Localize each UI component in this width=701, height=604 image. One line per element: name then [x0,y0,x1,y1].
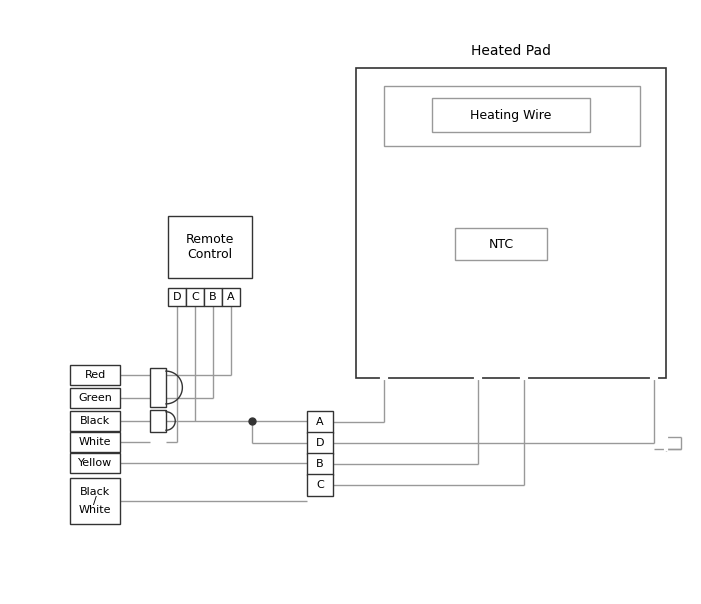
Bar [150,368,166,407]
Bar [455,228,547,260]
Bar [70,453,120,473]
Text: C: C [316,480,324,490]
Bar [307,432,333,454]
Bar [307,411,333,433]
Text: D: D [172,292,182,302]
Bar [150,410,166,432]
Bar [222,288,240,306]
Bar [70,432,120,452]
Text: B: B [316,459,324,469]
Text: A: A [316,417,324,427]
Text: NTC: NTC [489,237,514,251]
Bar [432,98,590,132]
Text: A: A [227,292,235,302]
Text: Red: Red [84,370,106,380]
Bar [168,216,252,278]
Text: B: B [209,292,217,302]
Text: Black: Black [80,416,110,426]
Bar [70,478,120,524]
Text: Remote
Control: Remote Control [186,233,234,261]
Text: White: White [79,437,111,447]
Bar [204,288,222,306]
Bar [384,86,640,146]
Bar [186,288,204,306]
Text: Black
/
White: Black / White [79,487,111,515]
Bar [70,365,120,385]
Text: Heating Wire: Heating Wire [470,109,552,121]
Text: Yellow: Yellow [78,458,112,468]
Bar [307,474,333,496]
Text: Green: Green [78,393,112,403]
Text: Heated Pad: Heated Pad [471,44,551,58]
Bar [70,411,120,431]
Bar [168,288,186,306]
Bar [307,453,333,475]
Text: C: C [191,292,199,302]
Bar [70,388,120,408]
Text: D: D [315,438,325,448]
Bar [356,68,666,378]
